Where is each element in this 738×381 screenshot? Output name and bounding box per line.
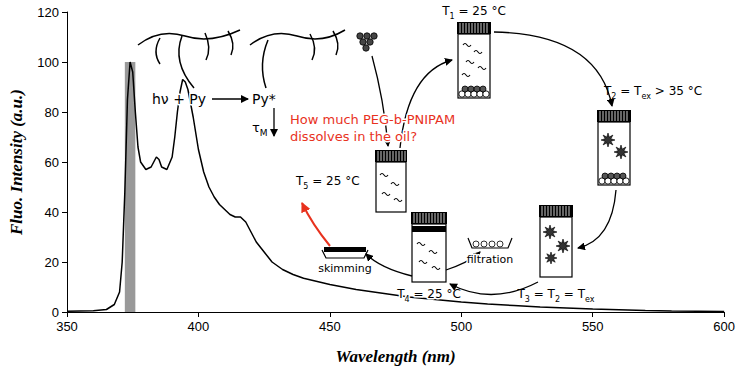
svg-text:100: 100 xyxy=(37,55,59,70)
svg-text:500: 500 xyxy=(450,319,472,334)
svg-text:T1 = 25 °C: T1 = 25 °C xyxy=(441,4,506,21)
svg-text:filtration: filtration xyxy=(467,253,514,266)
svg-text:Fluo. Intensity (a.u.): Fluo. Intensity (a.u.) xyxy=(7,89,26,236)
svg-text:0: 0 xyxy=(52,305,59,320)
svg-text:Py*: Py* xyxy=(252,91,276,107)
svg-text:dissolves in the oil?: dissolves in the oil? xyxy=(290,129,417,144)
svg-text:40: 40 xyxy=(45,205,59,220)
svg-text:550: 550 xyxy=(582,319,604,334)
svg-text:80: 80 xyxy=(45,105,59,120)
svg-text:Wavelength (nm): Wavelength (nm) xyxy=(336,347,456,366)
svg-text:20: 20 xyxy=(45,255,59,270)
svg-text:60: 60 xyxy=(45,155,59,170)
svg-text:350: 350 xyxy=(56,319,78,334)
svg-text:T2 = Tex > 35 °C: T2 = Tex > 35 °C xyxy=(603,84,702,101)
svg-text:400: 400 xyxy=(188,319,210,334)
svg-text:T5 = 25 °C: T5 = 25 °C xyxy=(295,174,360,191)
svg-text:T4 = 25 °C: T4 = 25 °C xyxy=(396,287,461,304)
svg-text:skimming: skimming xyxy=(318,262,372,275)
svg-text:T3 = T2 = Tex: T3 = T2 = Tex xyxy=(516,287,594,304)
svg-text:450: 450 xyxy=(319,319,341,334)
svg-text:τM: τM xyxy=(252,120,268,138)
svg-text:hν + Py: hν + Py xyxy=(152,91,206,107)
svg-text:How much PEG-b-PNIPAM: How much PEG-b-PNIPAM xyxy=(290,112,455,127)
svg-text:120: 120 xyxy=(37,5,59,20)
svg-text:600: 600 xyxy=(713,319,735,334)
